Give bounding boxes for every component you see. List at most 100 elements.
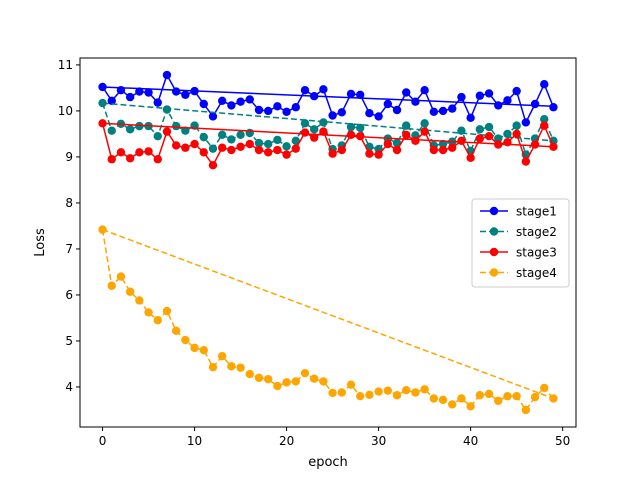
data-point-stage4 bbox=[356, 391, 365, 401]
data-point-stage1 bbox=[309, 91, 319, 101]
data-point-stage3 bbox=[457, 136, 466, 146]
data-point-stage3 bbox=[374, 150, 383, 159]
data-point-stage4 bbox=[337, 388, 347, 397]
data-point-stage3 bbox=[521, 157, 531, 166]
data-point-stage4 bbox=[107, 281, 116, 290]
data-point-stage1 bbox=[438, 106, 448, 116]
data-point-stage1 bbox=[503, 96, 512, 105]
data-point-stage4 bbox=[457, 394, 466, 403]
data-point-stage3 bbox=[273, 145, 282, 155]
data-point-stage3 bbox=[208, 161, 218, 170]
data-point-stage1 bbox=[116, 86, 126, 95]
data-point-stage1 bbox=[181, 90, 190, 100]
data-point-stage3 bbox=[337, 145, 347, 155]
data-point-stage3 bbox=[319, 127, 328, 136]
data-point-stage2 bbox=[217, 130, 227, 140]
data-point-stage2 bbox=[512, 121, 521, 130]
y-tick-label: 5 bbox=[65, 334, 73, 348]
data-point-stage1 bbox=[144, 88, 153, 97]
data-point-stage4 bbox=[263, 374, 273, 384]
trend-line-stage2 bbox=[102, 102, 554, 142]
plot-area bbox=[98, 70, 558, 415]
data-point-stage1 bbox=[402, 88, 411, 97]
y-tick-label: 4 bbox=[65, 380, 73, 394]
data-point-stage3 bbox=[484, 132, 494, 141]
x-tick-label: 10 bbox=[187, 434, 202, 448]
data-point-stage2 bbox=[402, 121, 411, 130]
y-tick-label: 8 bbox=[65, 196, 73, 210]
data-point-stage3 bbox=[254, 145, 264, 155]
data-point-stage3 bbox=[356, 132, 365, 141]
data-point-stage3 bbox=[466, 153, 475, 163]
data-point-stage2 bbox=[475, 125, 485, 134]
data-point-stage1 bbox=[540, 80, 549, 89]
data-point-stage1 bbox=[273, 102, 282, 111]
data-point-stage1 bbox=[337, 108, 347, 117]
data-point-stage1 bbox=[411, 97, 420, 106]
data-point-stage4 bbox=[282, 378, 291, 387]
data-point-stage4 bbox=[503, 391, 512, 401]
data-point-stage2 bbox=[438, 139, 448, 149]
data-point-stage1 bbox=[254, 105, 264, 115]
data-point-stage4 bbox=[484, 389, 494, 399]
data-point-stage1 bbox=[162, 70, 172, 80]
data-point-stage3 bbox=[503, 137, 512, 147]
data-point-stage3 bbox=[429, 145, 439, 155]
legend-swatch-marker bbox=[489, 247, 499, 257]
data-point-stage4 bbox=[273, 381, 282, 391]
data-point-stage1 bbox=[484, 89, 494, 98]
data-point-stage4 bbox=[365, 390, 374, 399]
x-tick-label: 40 bbox=[463, 434, 478, 448]
data-point-stage2 bbox=[282, 142, 291, 151]
data-point-stage1 bbox=[365, 109, 374, 118]
data-point-stage4 bbox=[420, 385, 429, 394]
data-point-stage1 bbox=[291, 103, 300, 112]
axes-frame bbox=[79, 57, 577, 428]
data-point-stage1 bbox=[328, 111, 337, 120]
data-point-stage3 bbox=[328, 149, 337, 158]
x-tick-label: 30 bbox=[371, 434, 386, 448]
y-tick-label: 7 bbox=[65, 242, 73, 256]
data-point-stage3 bbox=[494, 140, 503, 149]
data-point-stage3 bbox=[116, 148, 126, 157]
data-point-stage3 bbox=[245, 139, 254, 149]
data-point-stage1 bbox=[494, 101, 503, 110]
data-point-stage1 bbox=[263, 106, 273, 116]
data-point-stage1 bbox=[125, 92, 135, 102]
data-point-stage4 bbox=[245, 369, 254, 379]
data-point-stage4 bbox=[208, 362, 218, 372]
data-point-stage2 bbox=[309, 125, 319, 134]
data-point-stage4 bbox=[512, 391, 521, 401]
y-axis-label: Loss bbox=[33, 228, 48, 257]
data-point-stage3 bbox=[125, 154, 135, 163]
legend: stage1 stage2 stage3 stage4 bbox=[471, 198, 570, 288]
data-point-stage1 bbox=[98, 82, 107, 92]
trend-line-stage4 bbox=[102, 228, 554, 400]
data-point-stage4 bbox=[328, 388, 337, 398]
data-point-stage1 bbox=[383, 99, 393, 109]
y-tick-label: 9 bbox=[65, 150, 73, 164]
data-point-stage2 bbox=[107, 126, 116, 135]
series-stage1 bbox=[98, 70, 558, 127]
data-point-stage3 bbox=[402, 130, 411, 140]
data-point-stage1 bbox=[153, 98, 162, 107]
data-point-stage1 bbox=[392, 105, 402, 115]
data-point-stage3 bbox=[475, 134, 485, 143]
legend-swatch-marker bbox=[489, 268, 499, 277]
data-point-stage1 bbox=[457, 92, 466, 102]
data-point-stage3 bbox=[263, 148, 273, 157]
data-point-stage4 bbox=[438, 395, 448, 405]
data-point-stage1 bbox=[549, 103, 558, 112]
data-point-stage3 bbox=[171, 141, 181, 150]
data-point-stage3 bbox=[107, 155, 116, 164]
data-point-stage1 bbox=[448, 104, 457, 113]
data-point-stage2 bbox=[540, 114, 549, 124]
data-point-stage2 bbox=[227, 135, 236, 144]
data-point-stage1 bbox=[107, 96, 116, 105]
data-point-stage2 bbox=[153, 132, 162, 141]
data-point-stage3 bbox=[291, 144, 300, 153]
x-tick-label: 50 bbox=[555, 434, 570, 448]
data-point-stage2 bbox=[494, 134, 503, 143]
data-point-stage2 bbox=[484, 122, 494, 132]
